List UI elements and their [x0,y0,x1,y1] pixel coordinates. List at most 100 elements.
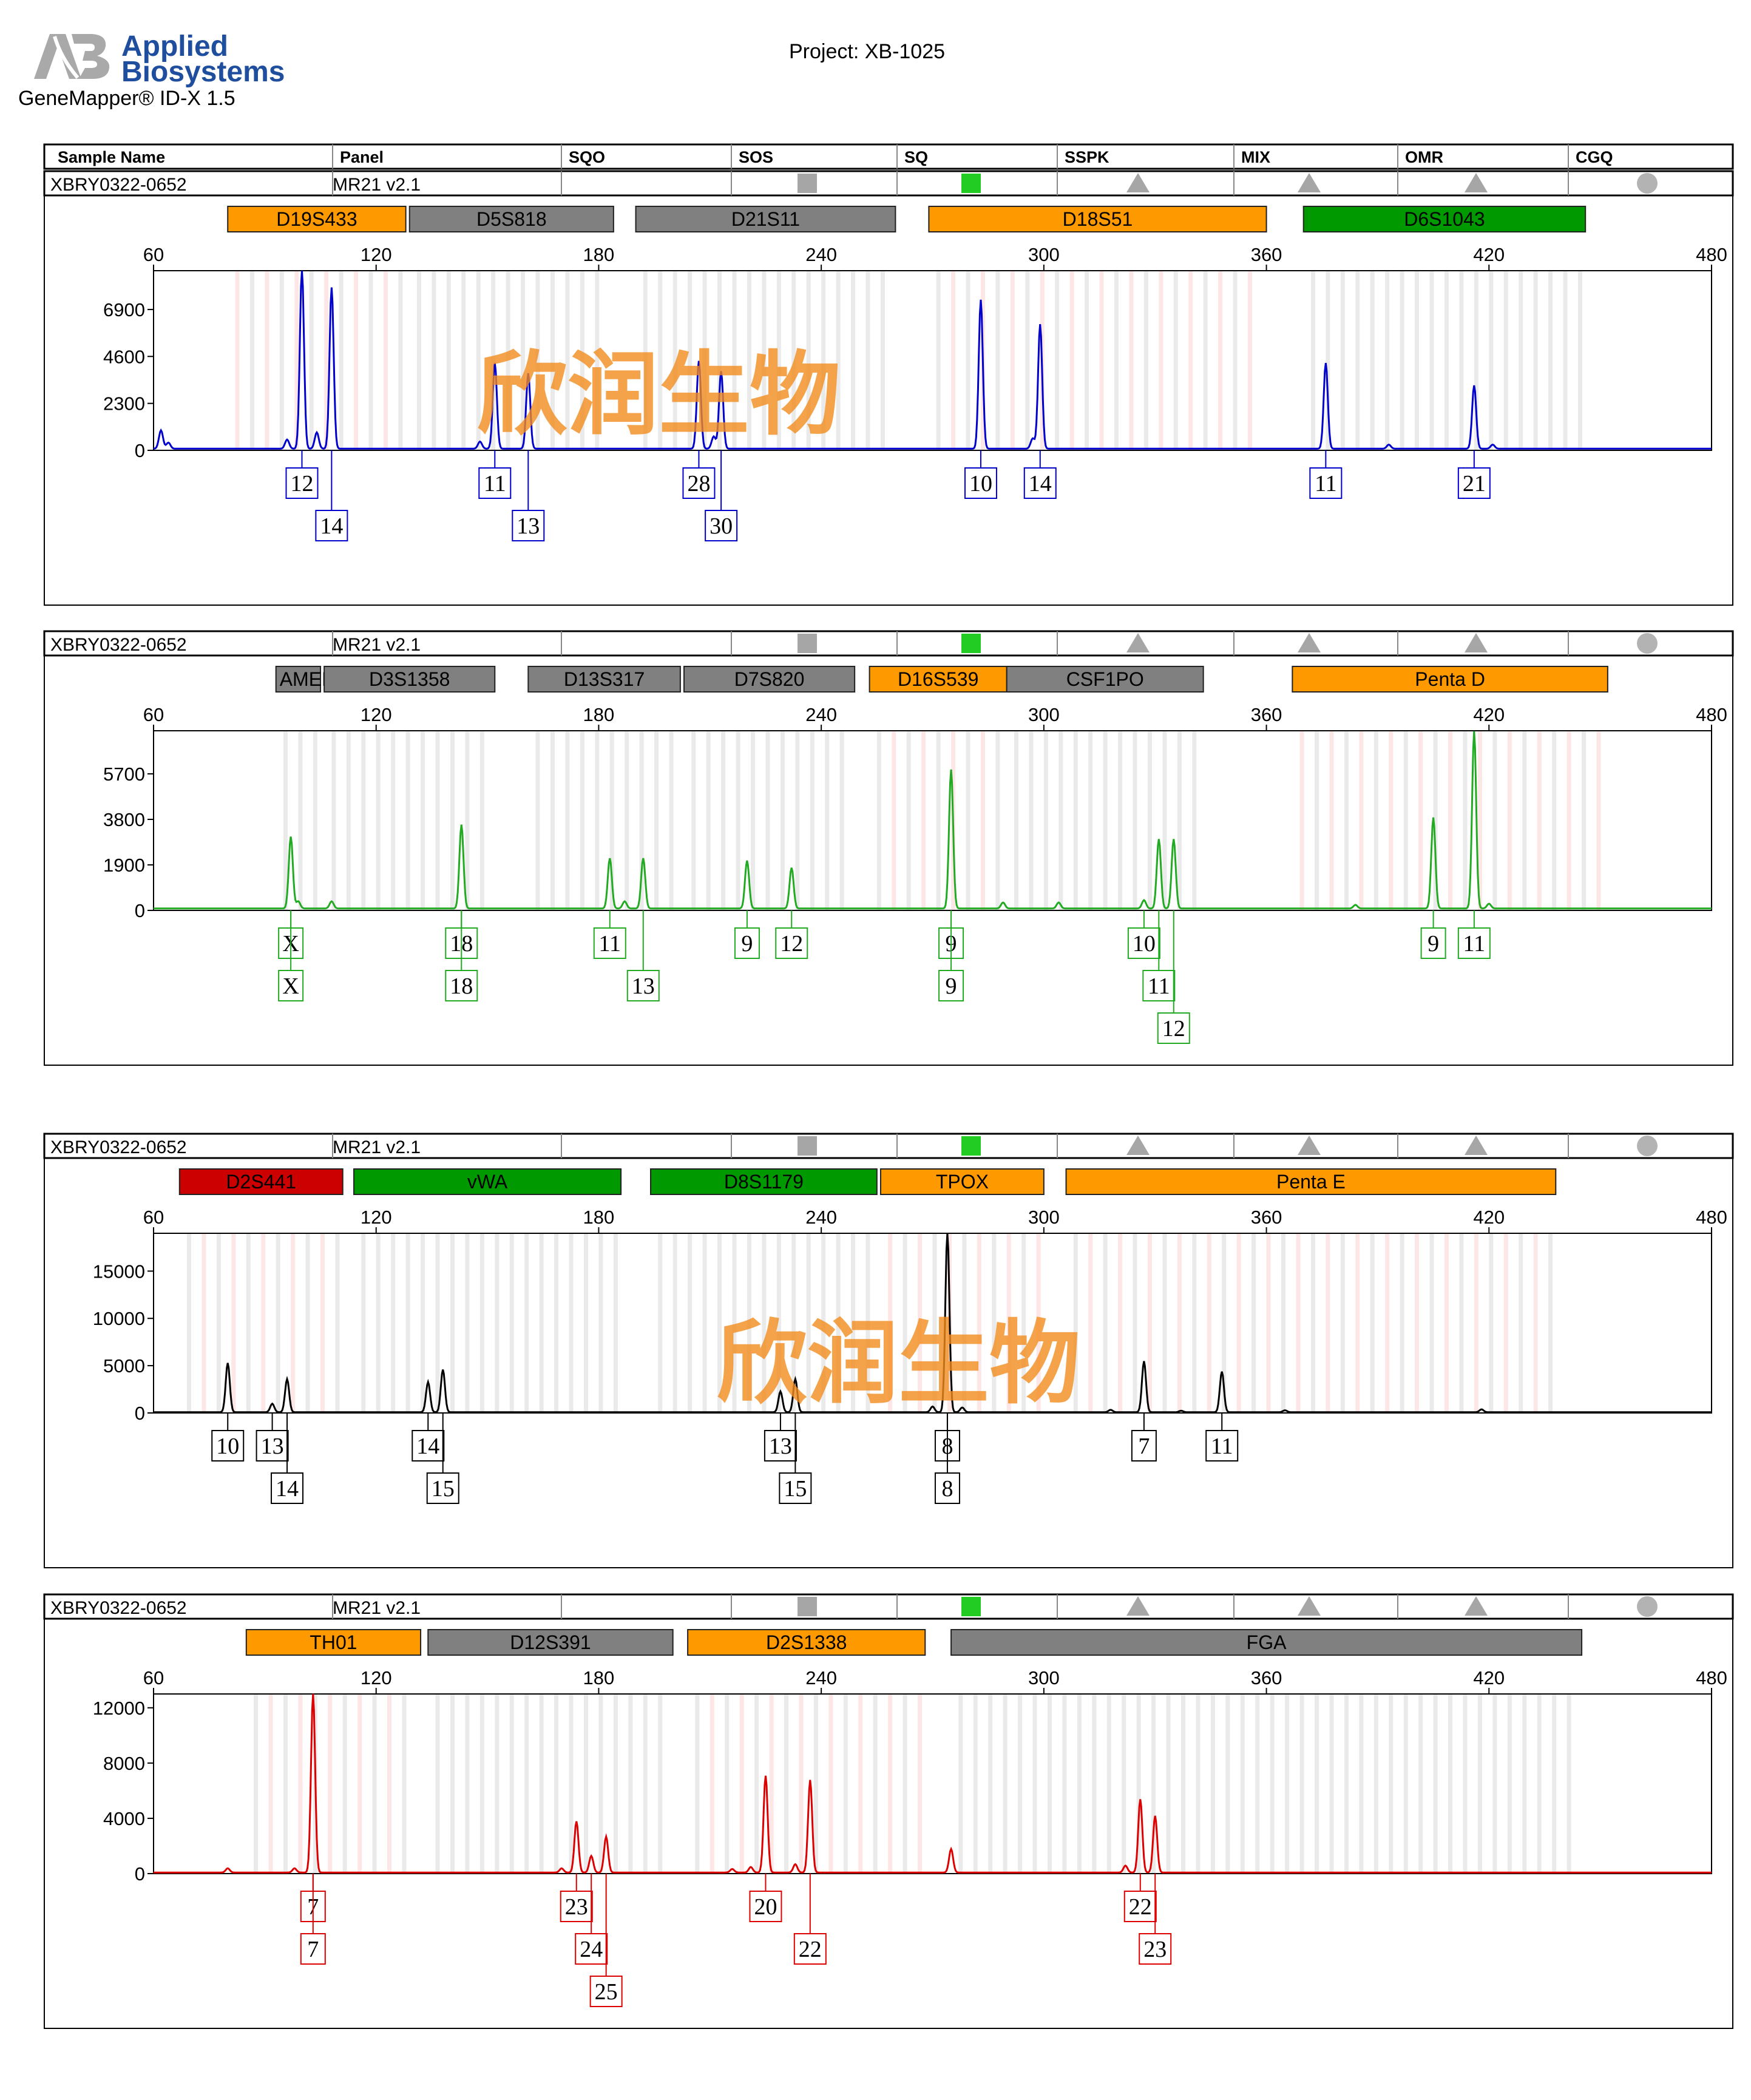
bin-stripe [328,1694,332,1874]
allele-label: 9 [946,974,957,999]
bin-stripe [1567,1694,1571,1874]
column-header-sqo: SQO [569,148,605,166]
bin-stripe [765,731,770,910]
bin-stripe [246,1233,251,1413]
bin-stripe [951,271,955,450]
bin-stripe [565,731,569,910]
marker-label: Penta E [1276,1171,1346,1193]
bin-stripe [1296,1233,1300,1413]
bin-stripe [865,271,870,450]
bin-stripe [814,1694,818,1874]
allele-label: 28 [687,471,710,496]
x-tick-label: 60 [143,1667,164,1688]
panel-name: MR21 v2.1 [333,1598,421,1618]
sample-name: XBRY0322-0652 [50,175,187,195]
bin-stripe [784,1694,788,1874]
y-tick-label: 3800 [103,809,145,830]
bin-stripe [1504,271,1508,450]
bin-stripe [1133,731,1137,910]
bin-stripe [1522,731,1526,910]
x-tick-label: 60 [143,1207,164,1228]
bin-stripe [450,731,455,910]
bin-stripe [810,731,815,910]
y-tick-label: 2300 [103,393,145,415]
x-tick-label: 360 [1251,1207,1282,1228]
marker-label: vWA [467,1171,508,1193]
column-header-sample-name: Sample Name [58,148,165,166]
x-tick-label: 180 [583,244,615,265]
flag-sq-icon [961,1597,981,1616]
bin-stripe [1444,1233,1449,1413]
bin-stripe [1251,1233,1256,1413]
bin-stripe [310,271,314,450]
x-tick-label: 360 [1251,1667,1282,1688]
bin-stripe [643,1694,648,1874]
allele-label: 12 [1162,1016,1185,1042]
flag-sq-icon [961,634,981,653]
x-tick-label: 120 [361,1207,392,1228]
bin-stripe [361,731,365,910]
bin-stripe [335,1233,339,1413]
x-tick-label: 240 [805,244,837,265]
bin-stripe [706,731,711,910]
allele-label: 8 [941,1476,953,1502]
x-tick-label: 300 [1028,1667,1060,1688]
x-tick-label: 60 [143,244,164,265]
allele-label: 23 [565,1894,588,1920]
x-tick-label: 240 [805,1207,837,1228]
bin-stripe [1519,271,1523,450]
bin-stripe [1192,1233,1196,1413]
bin-stripe [1359,1694,1363,1874]
bin-stripe [825,731,829,910]
panel-name: MR21 v2.1 [333,635,421,655]
marker-label: D21S11 [731,208,800,230]
allele-label: 13 [516,513,540,539]
allele-label: 11 [598,931,621,957]
bin-stripe [1537,731,1542,910]
marker-label: D19S433 [276,208,357,230]
allele-label: 13 [261,1434,284,1459]
bin-stripe [1400,1233,1404,1413]
bin-stripe [1033,1694,1037,1874]
bin-stripe [1177,731,1182,910]
bin-stripe [1300,1694,1304,1874]
bin-stripe [495,1694,499,1874]
y-tick-label: 10000 [93,1308,145,1329]
bin-stripe [1478,1694,1482,1874]
bin-stripe [1107,1694,1111,1874]
allele-label: 13 [632,974,655,999]
bin-stripe [828,1694,833,1874]
flag-cgq-icon [1637,1136,1658,1156]
bin-stripe [1074,731,1078,910]
marker-label: Penta D [1415,668,1485,690]
bin-stripe [888,1694,892,1874]
allele-label: X [282,974,299,999]
bin-stripe [1474,1233,1478,1413]
bin-stripe [554,1233,558,1413]
bin-stripe [276,1233,280,1413]
allele-label: 15 [432,1476,455,1502]
column-header-panel: Panel [340,148,384,166]
bin-stripe [1444,271,1449,450]
bin-stripe [1578,271,1582,450]
bin-stripe [614,1694,618,1874]
bin-stripe [1429,1233,1434,1413]
bin-stripe [1255,1694,1259,1874]
bin-stripe [1418,731,1423,910]
y-tick-label: 4000 [103,1808,145,1829]
bin-stripe [554,1694,558,1874]
bin-stripe [1270,1694,1275,1874]
bin-stripe [1429,271,1434,450]
allele-label: 10 [969,471,992,496]
allele-label: 20 [754,1894,777,1920]
bin-stripe [550,731,555,910]
project-title: Project: XB-1025 [789,40,945,63]
bin-stripe [740,1694,744,1874]
bin-stripe [658,1233,662,1413]
bin-stripe [1492,1694,1497,1874]
bin-stripe [187,1233,191,1413]
bin-stripe [217,1233,221,1413]
bin-stripe [1548,271,1553,450]
bin-stripe [384,271,388,450]
bin-stripe [1355,1233,1360,1413]
